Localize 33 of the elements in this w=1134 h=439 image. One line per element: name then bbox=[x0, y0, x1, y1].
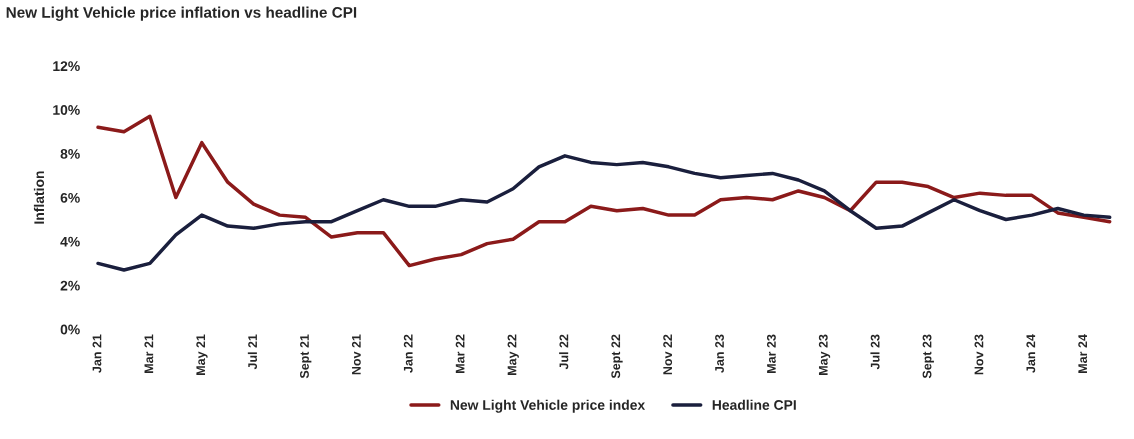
x-tick-label: Sept 21 bbox=[300, 334, 312, 379]
x-tick-label: Jan 21 bbox=[92, 334, 102, 373]
x-tick-label: Jul 23 bbox=[870, 334, 880, 370]
y-tick-label: 0% bbox=[60, 324, 80, 335]
x-tick-label: Jul 21 bbox=[247, 334, 258, 370]
x-tick-label: May 22 bbox=[507, 334, 519, 375]
y-tick-label: 8% bbox=[60, 148, 80, 159]
y-tick-label: 2% bbox=[60, 280, 80, 291]
x-tick-label: Mar 23 bbox=[766, 334, 776, 373]
y-tick-label: 10% bbox=[53, 105, 80, 115]
y-tick-label: 6% bbox=[60, 192, 80, 203]
x-tick-label: Mar 24 bbox=[1078, 334, 1088, 373]
x-tick-label: Jan 23 bbox=[715, 334, 724, 373]
chart-title: New Light Vehicle price inflation vs headline CPI bbox=[6, 6, 357, 21]
line-series bbox=[96, 114, 1112, 268]
y-axis-title: Inflation bbox=[33, 171, 45, 224]
line-series bbox=[96, 154, 1112, 272]
legend-label: New Light Vehicle price index bbox=[450, 399, 646, 413]
x-tick-label: Mar 22 bbox=[455, 334, 465, 373]
x-tick-label: May 23 bbox=[818, 334, 831, 375]
x-tick-label: Sept 22 bbox=[611, 334, 623, 379]
legend-label: Headline CPI bbox=[712, 399, 796, 410]
x-tick-label: Nov 23 bbox=[974, 334, 984, 375]
x-tick-label: Mar 21 bbox=[144, 334, 154, 373]
x-tick-label: Nov 21 bbox=[351, 334, 361, 375]
x-tick-label: Sept 23 bbox=[922, 334, 934, 379]
x-tick-label: Nov 22 bbox=[663, 334, 673, 375]
y-tick-label: 4% bbox=[60, 236, 80, 247]
x-tick-label: May 21 bbox=[196, 334, 208, 375]
x-tick-label: Jan 24 bbox=[1026, 334, 1036, 373]
x-tick-label: Jan 22 bbox=[403, 334, 413, 373]
x-tick-label: Jul 22 bbox=[559, 334, 569, 370]
y-tick-label: 12% bbox=[53, 61, 80, 71]
